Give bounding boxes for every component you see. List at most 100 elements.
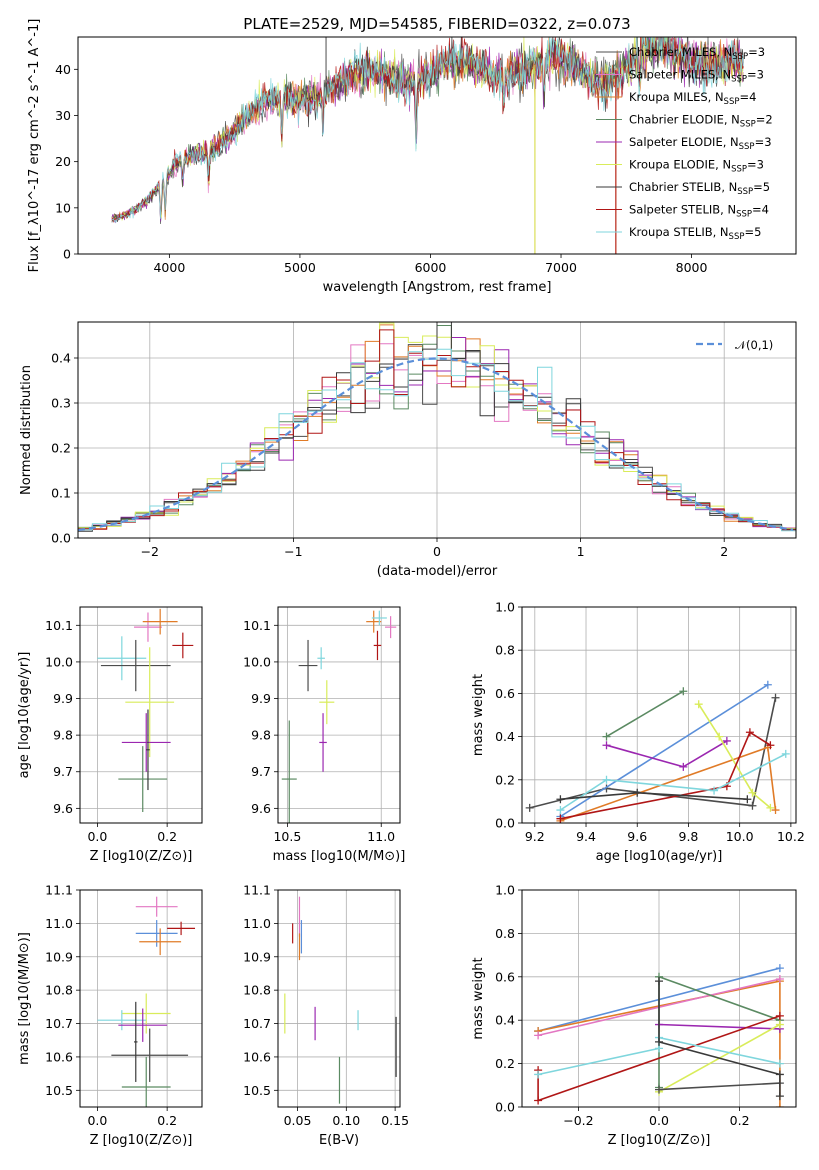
weight-marker (722, 736, 731, 745)
axes-frame (79, 606, 203, 824)
y-axis-label: mass weight (471, 674, 486, 756)
legend-subscript: SSP (731, 75, 747, 85)
legend-label: Salpeter STELIB, NSSP=4 (629, 203, 769, 220)
axes-frame (277, 606, 401, 824)
y-tick-label: 10.0 (45, 654, 73, 669)
y-tick-label: 0.0 (495, 816, 515, 831)
panel-mw-z: −0.2 0.0 0.2 0.0 0.2 0.4 0.6 0.8 1.0 Z [log10(Z/Z… (471, 883, 797, 1148)
y-axis-label: age [log10(age/yr)] (17, 652, 32, 779)
gridlines (80, 607, 202, 823)
y-tick-label: 0.4 (495, 1013, 515, 1028)
y-tick-label: 0.3 (51, 396, 71, 411)
y-tick-label: 0.8 (495, 926, 515, 941)
x-tick-label: 7000 (545, 260, 577, 275)
legend-label: Chabrier STELIB, NSSP=5 (629, 180, 770, 197)
y-tick-label: 10 (55, 200, 71, 215)
y-tick-label: 10.9 (45, 949, 73, 964)
weight-marker (771, 693, 780, 702)
x-axis-label: Z [log10(Z/Z⊙)] (90, 1133, 193, 1148)
weight-series-line (698, 703, 771, 809)
y-tick-label: 9.6 (251, 801, 271, 816)
x-tick-label: 0.0 (649, 1113, 669, 1128)
weight-series-line (658, 1082, 780, 1091)
axes-frame (77, 36, 797, 255)
y-tick-label: 9.6 (53, 801, 73, 816)
gridlines (80, 889, 202, 1107)
axes-frame (79, 889, 203, 1108)
weight-marker (745, 728, 754, 737)
weight-series-line (560, 731, 771, 820)
panel-residuals: −2 −1 0 1 2 0.0 0.1 0.2 0.3 0.4 (data-model)/error… (19, 321, 797, 579)
weight-marker (748, 801, 757, 810)
y-tick-label: 9.9 (251, 691, 271, 706)
x-tick-label: 0.0 (87, 829, 107, 844)
y-tick-label: 40 (55, 62, 71, 77)
weight-marker (534, 1070, 543, 1079)
x-tick-label: 0.10 (332, 1113, 360, 1128)
x-tick-label: 0.05 (284, 1113, 312, 1128)
plot-area (281, 610, 397, 823)
weight-marker (655, 1037, 663, 1046)
weight-marker (694, 700, 703, 709)
legend-value: =3 (747, 68, 764, 82)
y-tick-label: 10.6 (243, 1049, 271, 1064)
normal-curve (78, 357, 794, 532)
weight-marker (775, 1059, 784, 1068)
y-tick-label: 10.1 (45, 618, 73, 633)
gridlines (522, 606, 796, 824)
weight-marker (602, 732, 611, 741)
legend-value: =3 (747, 158, 764, 172)
x-tick-label: 10.2 (777, 829, 805, 844)
y-tick-label: 1.0 (495, 883, 515, 898)
weight-marker (679, 687, 688, 696)
weight-series-line (658, 1023, 780, 1030)
x-tick-label: 0.15 (381, 1113, 409, 1128)
x-tick-label: 10.0 (726, 829, 754, 844)
weight-marker (771, 806, 780, 815)
legend-subscript: SSP (729, 232, 745, 242)
y-axis-label: mass weight (471, 957, 486, 1039)
weight-marker (679, 762, 688, 771)
histogram-series (78, 343, 796, 530)
y-tick-label: 9.7 (251, 764, 271, 779)
x-tick-label: 2 (720, 544, 728, 559)
legend: Chabrier MILES, NSSP=3 Salpeter MILES, NS… (596, 45, 773, 242)
weight-marker (534, 1031, 543, 1040)
chart-title: PLATE=2529, MJD=54585, FIBERID=0322, z=0… (243, 15, 630, 33)
weight-marker (775, 1011, 784, 1020)
weight-marker (602, 775, 611, 784)
x-tick-label: −0.2 (563, 1113, 593, 1128)
x-axis-label: wavelength [Angstrom, rest frame] (323, 280, 552, 295)
legend-value: =2 (756, 113, 773, 127)
y-tick-label: 9.8 (53, 728, 73, 743)
plot-area (111, 37, 744, 254)
y-tick-label: 0.8 (495, 643, 515, 658)
weight-marker (715, 732, 724, 741)
legend-label: Salpeter ELODIE, NSSP=3 (629, 135, 772, 152)
x-tick-label: 0.2 (157, 829, 177, 844)
histogram-series (78, 329, 796, 531)
x-axis-label: age [log10(age/yr)] (596, 849, 723, 864)
legend-subscript: SSP (731, 165, 747, 175)
histogram-series (78, 322, 796, 532)
y-axis-label: mass [log10(M/M⊙)] (17, 932, 32, 1065)
legend-label: Salpeter MILES, NSSP=3 (629, 68, 764, 85)
weight-marker (775, 964, 784, 973)
y-tick-label: 10.5 (45, 1083, 73, 1098)
x-axis-label: (data-model)/error (377, 564, 498, 579)
y-tick-label: 20 (55, 154, 71, 169)
plot-area (97, 896, 196, 1107)
legend-subscript: SSP (736, 210, 752, 220)
legend-value: =4 (752, 203, 769, 217)
legend-value: =4 (739, 90, 756, 104)
legend-subscript: SSP (732, 52, 748, 62)
y-tick-label: 10.9 (243, 949, 271, 964)
y-tick-label: 9.9 (53, 691, 73, 706)
y-tick-label: 11.0 (243, 916, 271, 931)
y-tick-label: 10.8 (45, 983, 73, 998)
y-tick-label: 11.0 (45, 916, 73, 931)
panel-age-z: 0.0 0.2 9.6 9.7 9.8 9.9 10.0 10.1 Z [log10(Z/Z⊙)… (17, 606, 203, 864)
x-tick-label: −1 (284, 544, 302, 559)
weight-marker (775, 974, 784, 983)
